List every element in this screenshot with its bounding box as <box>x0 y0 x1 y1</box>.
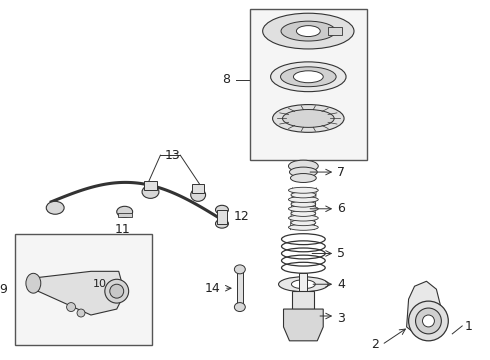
Ellipse shape <box>291 174 316 183</box>
Polygon shape <box>31 271 124 315</box>
Ellipse shape <box>234 303 245 311</box>
Text: 5: 5 <box>337 247 345 260</box>
Ellipse shape <box>278 277 328 292</box>
Bar <box>16 234 152 345</box>
Ellipse shape <box>290 167 317 177</box>
Text: 3: 3 <box>337 312 345 325</box>
Text: 8: 8 <box>222 73 230 86</box>
Text: 7: 7 <box>337 166 345 179</box>
Ellipse shape <box>281 21 336 41</box>
Ellipse shape <box>191 188 206 201</box>
Bar <box>192 184 204 193</box>
Text: 2: 2 <box>371 338 379 351</box>
Text: 10: 10 <box>93 279 107 289</box>
Bar <box>328 27 342 35</box>
Text: 4: 4 <box>337 278 345 291</box>
Ellipse shape <box>67 303 75 311</box>
Bar <box>293 291 314 309</box>
Bar <box>118 213 132 217</box>
Ellipse shape <box>294 71 323 83</box>
Ellipse shape <box>46 201 64 214</box>
Ellipse shape <box>289 197 318 203</box>
Ellipse shape <box>234 265 245 274</box>
Ellipse shape <box>291 220 316 226</box>
Ellipse shape <box>142 185 159 198</box>
Ellipse shape <box>289 215 318 221</box>
Bar <box>144 181 157 190</box>
Ellipse shape <box>272 104 344 132</box>
Text: 11: 11 <box>115 223 130 236</box>
Text: 12: 12 <box>234 210 249 223</box>
Ellipse shape <box>263 13 354 49</box>
Ellipse shape <box>281 67 336 87</box>
Bar <box>217 210 227 224</box>
Ellipse shape <box>409 301 448 341</box>
Ellipse shape <box>270 62 346 92</box>
Ellipse shape <box>289 224 318 230</box>
Ellipse shape <box>110 284 123 298</box>
Text: 13: 13 <box>165 149 180 162</box>
Ellipse shape <box>291 192 316 198</box>
Text: 14: 14 <box>204 282 220 295</box>
Ellipse shape <box>422 315 435 327</box>
Ellipse shape <box>291 211 316 216</box>
Bar <box>250 9 367 160</box>
Ellipse shape <box>216 219 228 228</box>
Ellipse shape <box>416 308 441 334</box>
Ellipse shape <box>26 273 41 293</box>
Text: 9: 9 <box>0 283 7 296</box>
Text: 1: 1 <box>464 320 472 333</box>
Ellipse shape <box>117 206 133 217</box>
Ellipse shape <box>216 205 228 214</box>
Ellipse shape <box>289 206 318 212</box>
Polygon shape <box>407 281 441 335</box>
Bar <box>237 269 243 307</box>
Ellipse shape <box>291 201 316 207</box>
Text: 6: 6 <box>337 202 345 215</box>
Ellipse shape <box>77 309 85 317</box>
Bar <box>299 273 307 291</box>
Ellipse shape <box>289 187 318 193</box>
Ellipse shape <box>296 26 320 37</box>
Ellipse shape <box>105 279 129 303</box>
Ellipse shape <box>283 109 334 127</box>
Ellipse shape <box>292 280 315 289</box>
Ellipse shape <box>289 160 318 172</box>
Polygon shape <box>284 309 323 341</box>
